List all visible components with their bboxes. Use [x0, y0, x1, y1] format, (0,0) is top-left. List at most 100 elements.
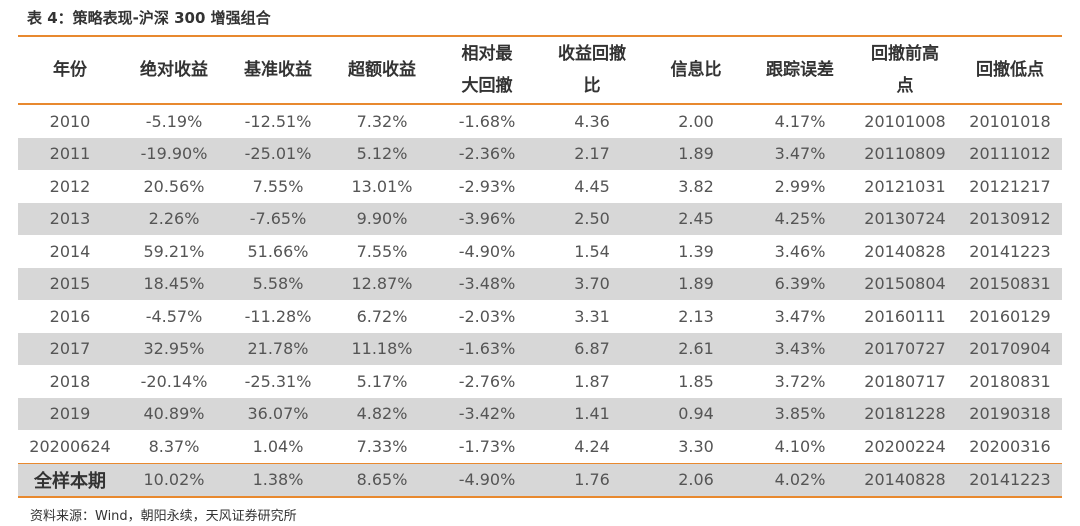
table-cell: 2010: [49, 111, 91, 131]
table-cell: -25.31%: [244, 371, 312, 391]
table-cell: 3.46%: [774, 241, 826, 261]
table-cell: -20.14%: [140, 371, 208, 391]
table-cell: 20141223: [969, 470, 1051, 490]
table-cell: 2.06: [678, 470, 714, 490]
table-cell: 2012: [49, 176, 91, 196]
table-cell: 1.87: [574, 371, 610, 391]
table-cell: 7.55%: [252, 176, 304, 196]
table-cell: 20170904: [969, 339, 1051, 359]
table-cell: 6.72%: [356, 306, 408, 326]
table-cell: 0.94: [678, 404, 714, 424]
table-cell: 3.30: [678, 436, 714, 456]
table-cell: 6.87: [574, 339, 610, 359]
table-cell: 20150831: [969, 274, 1051, 294]
table-cell: 32.95%: [143, 339, 205, 359]
table-row: 20200624 8.37% 1.04% 7.33% -1.73% 4.24 3.30 4.1…: [18, 430, 1062, 463]
table-cell: 6.39%: [774, 274, 826, 294]
table-cell: -2.03%: [458, 306, 516, 326]
table-cell: 2.61: [678, 339, 714, 359]
table-cell: -19.90%: [140, 144, 208, 164]
table-cell: 5.58%: [252, 274, 304, 294]
header-return-drawdown-ratio: 收益回撤比: [558, 44, 626, 96]
table-cell: 20140828: [864, 241, 946, 261]
table-row: 2013 2.26% -7.65% 9.90% -3.96% 2.50 2.45 4.25% 2…: [18, 202, 1062, 235]
table-cell: 20170727: [864, 339, 946, 359]
table-cell: 20180831: [969, 371, 1051, 391]
table-cell: 20180717: [864, 371, 946, 391]
table-row: 全样本期 10.02% 1.38% 8.65% -4.90% 1.76 2.06 4.02% 2…: [18, 462, 1062, 496]
table-caption: 表 4：策略表现-沪深 300 增强组合: [27, 9, 271, 27]
table-row: 2011 -19.90% -25.01% 5.12% -2.36% 2.17 1.89 3.4…: [18, 137, 1062, 170]
table-cell: 1.54: [574, 241, 610, 261]
table-cell: -25.01%: [244, 144, 312, 164]
header-information-ratio: 信息比: [670, 60, 722, 80]
table-cell: 13.01%: [351, 176, 413, 196]
table-cell: 40.89%: [143, 404, 205, 424]
table-cell: -3.48%: [458, 274, 516, 294]
table-cell: -1.68%: [458, 111, 516, 131]
table-cell: -4.90%: [458, 241, 516, 261]
table-cell: 3.43%: [774, 339, 826, 359]
table-cell: 1.89: [678, 144, 714, 164]
header-tracking-error: 跟踪误差: [766, 60, 834, 80]
table-row: 2018 -20.14% -25.31% 5.17% -2.76% 1.87 1.85 3.7…: [18, 365, 1062, 398]
table-cell: 20160111: [864, 306, 946, 326]
table-cell: 3.85%: [774, 404, 826, 424]
table-cell: 18.45%: [143, 274, 205, 294]
table-cell: -11.28%: [244, 306, 312, 326]
table-cell: -1.63%: [458, 339, 516, 359]
table-cell: 1.85: [678, 371, 714, 391]
table-cell: 20150804: [864, 274, 946, 294]
table-cell: 3.31: [574, 306, 610, 326]
table-cell: 20160129: [969, 306, 1051, 326]
table-cell: 20130912: [969, 209, 1051, 229]
table-cell: 2013: [49, 209, 91, 229]
table-cell: 4.36: [574, 111, 610, 131]
table-cell: 2016: [49, 306, 91, 326]
table-cell: 2018: [49, 371, 91, 391]
table-cell: 20141223: [969, 241, 1051, 261]
table-cell: 1.04%: [252, 436, 304, 456]
header-excess-return: 超额收益: [348, 60, 416, 80]
table-row: 2017 32.95% 21.78% 11.18% -1.63% 6.87 2.61 3.43…: [18, 332, 1062, 365]
table-cell: 5.17%: [356, 371, 408, 391]
header-drawdown-trough: 回撤低点: [976, 60, 1044, 80]
table-cell: -4.57%: [145, 306, 203, 326]
table-cell: 9.90%: [356, 209, 408, 229]
table-cell: 51.66%: [247, 241, 309, 261]
table-cell: -3.42%: [458, 404, 516, 424]
table-cell: -12.51%: [244, 111, 312, 131]
table-cell: 36.07%: [247, 404, 309, 424]
table-cell: 11.18%: [351, 339, 413, 359]
table-cell: 1.76: [574, 470, 610, 490]
table-cell: 2011: [49, 144, 91, 164]
performance-table: 年份 绝对收益 基准收益 超额收益 相对最大回撤 收益回撤比 信息比 跟踪误差 …: [18, 35, 1062, 498]
table-body: 2010 -5.19% -12.51% 7.32% -1.68% 4.36 2.00 4.17…: [18, 105, 1062, 496]
table-cell: 8.37%: [148, 436, 200, 456]
table-cell: -2.93%: [458, 176, 516, 196]
table-cell: 8.65%: [356, 470, 408, 490]
table-cell: 7.55%: [356, 241, 408, 261]
table-cell: 2.45: [678, 209, 714, 229]
table-cell: -5.19%: [145, 111, 203, 131]
table-cell: 20110809: [864, 144, 946, 164]
table-cell: 4.82%: [356, 404, 408, 424]
source-note: 资料来源：Wind，朝阳永续，天风证券研究所: [30, 509, 297, 524]
table-row: 2012 20.56% 7.55% 13.01% -2.93% 4.45 3.82 2.99%…: [18, 170, 1062, 203]
table-row: 2016 -4.57% -11.28% 6.72% -2.03% 3.31 2.13 3.47…: [18, 300, 1062, 333]
header-max-relative-drawdown: 相对最大回撤: [461, 44, 513, 96]
table-cell: 2014: [49, 241, 91, 261]
table-cell: 2.13: [678, 306, 714, 326]
table-cell: 21.78%: [247, 339, 309, 359]
table-cell: 20121031: [864, 176, 946, 196]
table-cell: 2015: [49, 274, 91, 294]
table-cell: 2019: [49, 404, 91, 424]
table-cell: 2.26%: [148, 209, 200, 229]
table-cell: 4.17%: [774, 111, 826, 131]
table-cell: 20121217: [969, 176, 1051, 196]
table-cell: -7.65%: [249, 209, 307, 229]
table-row: 2015 18.45% 5.58% 12.87% -3.48% 3.70 1.89 6.39%…: [18, 267, 1062, 300]
table-cell: 20200224: [864, 436, 946, 456]
table-cell: -2.76%: [458, 371, 516, 391]
table-cell: 20.56%: [143, 176, 205, 196]
